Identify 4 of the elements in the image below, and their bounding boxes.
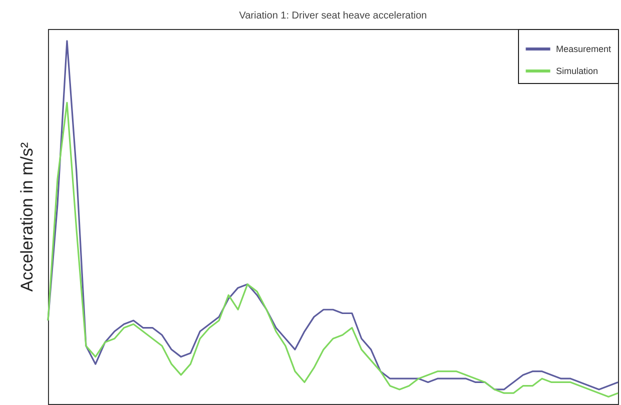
- chart-title: Variation 1: Driver seat heave acceleration: [239, 10, 427, 22]
- y-axis-title: Acceleration in m/s²: [18, 142, 36, 292]
- legend-label: Measurement: [556, 44, 612, 54]
- legend-label: Simulation: [556, 66, 598, 76]
